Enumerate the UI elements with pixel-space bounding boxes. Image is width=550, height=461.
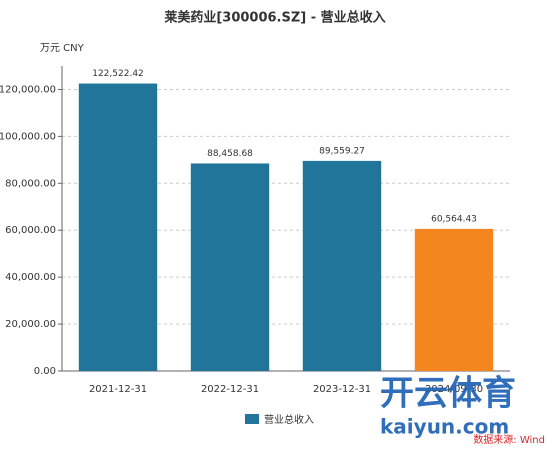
value-label: 88,458.68 [207,149,253,159]
bar [302,160,382,371]
x-tick-label: 2023-12-31 [313,384,371,395]
watermark-brand: 开云体育 [380,374,516,414]
x-tick-label: 2021-12-31 [89,384,147,395]
y-tick-label: 20,000.00 [5,319,56,330]
legend-swatch [245,414,259,424]
value-label: 89,559.27 [319,146,365,156]
y-tick-label: 100,000.00 [0,131,56,142]
bar [78,83,158,372]
watermark-site: kaiyun.com [380,415,509,439]
bar [190,163,270,371]
legend-label: 营业总收入 [264,413,314,426]
y-tick-label: 60,000.00 [5,225,56,236]
source: 数据来源: Wind [473,433,545,446]
y-tick-label: 120,000.00 [0,84,56,95]
y-unit: 万元 CNY [40,43,85,54]
value-label: 60,564.43 [431,214,477,224]
chart-title: 莱美药业[300006.SZ] - 营业总收入 [164,10,385,26]
x-tick-label: 2022-12-31 [201,384,259,395]
value-label: 122,522.42 [92,69,144,79]
y-tick-label: 0.00 [34,366,56,377]
bar [414,228,494,371]
x-tick-label: 2024-09-30 [425,384,483,395]
y-tick-label: 80,000.00 [5,178,56,189]
y-tick-label: 40,000.00 [5,272,56,283]
